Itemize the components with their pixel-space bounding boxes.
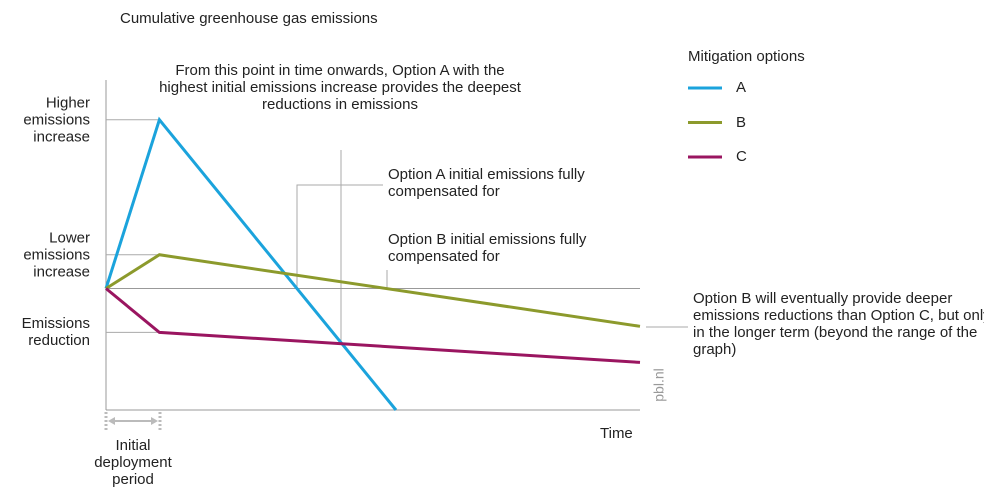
y-tick-label: Lower emissions increase xyxy=(23,229,90,281)
arrow-head xyxy=(151,417,158,425)
y-tick-label: Emissions reduction xyxy=(21,315,90,350)
series-line xyxy=(104,116,398,411)
legend-label: B xyxy=(736,113,747,131)
annotation: Option A initial emissions fully compens… xyxy=(388,166,585,200)
series-line xyxy=(105,287,641,364)
y-tick-label: Higher emissions increase xyxy=(23,94,90,146)
leader-line xyxy=(296,184,383,289)
series-line xyxy=(105,253,641,328)
chart-title: Cumulative greenhouse gas emissions xyxy=(120,10,378,27)
legend-title: Mitigation options xyxy=(688,48,805,65)
annotation: Option B will eventually provide deeper … xyxy=(693,290,984,358)
period-label: Initial deployment period xyxy=(94,437,172,488)
arrow-head xyxy=(108,417,115,425)
x-axis-label: Time xyxy=(600,425,633,442)
legend-label: C xyxy=(736,148,747,165)
legend-label: A xyxy=(736,79,747,96)
source: pbl.nl xyxy=(651,368,667,401)
annotation: From this point in time onwards, Option … xyxy=(159,62,521,113)
annotation: Option B initial emissions fully compens… xyxy=(388,231,587,265)
